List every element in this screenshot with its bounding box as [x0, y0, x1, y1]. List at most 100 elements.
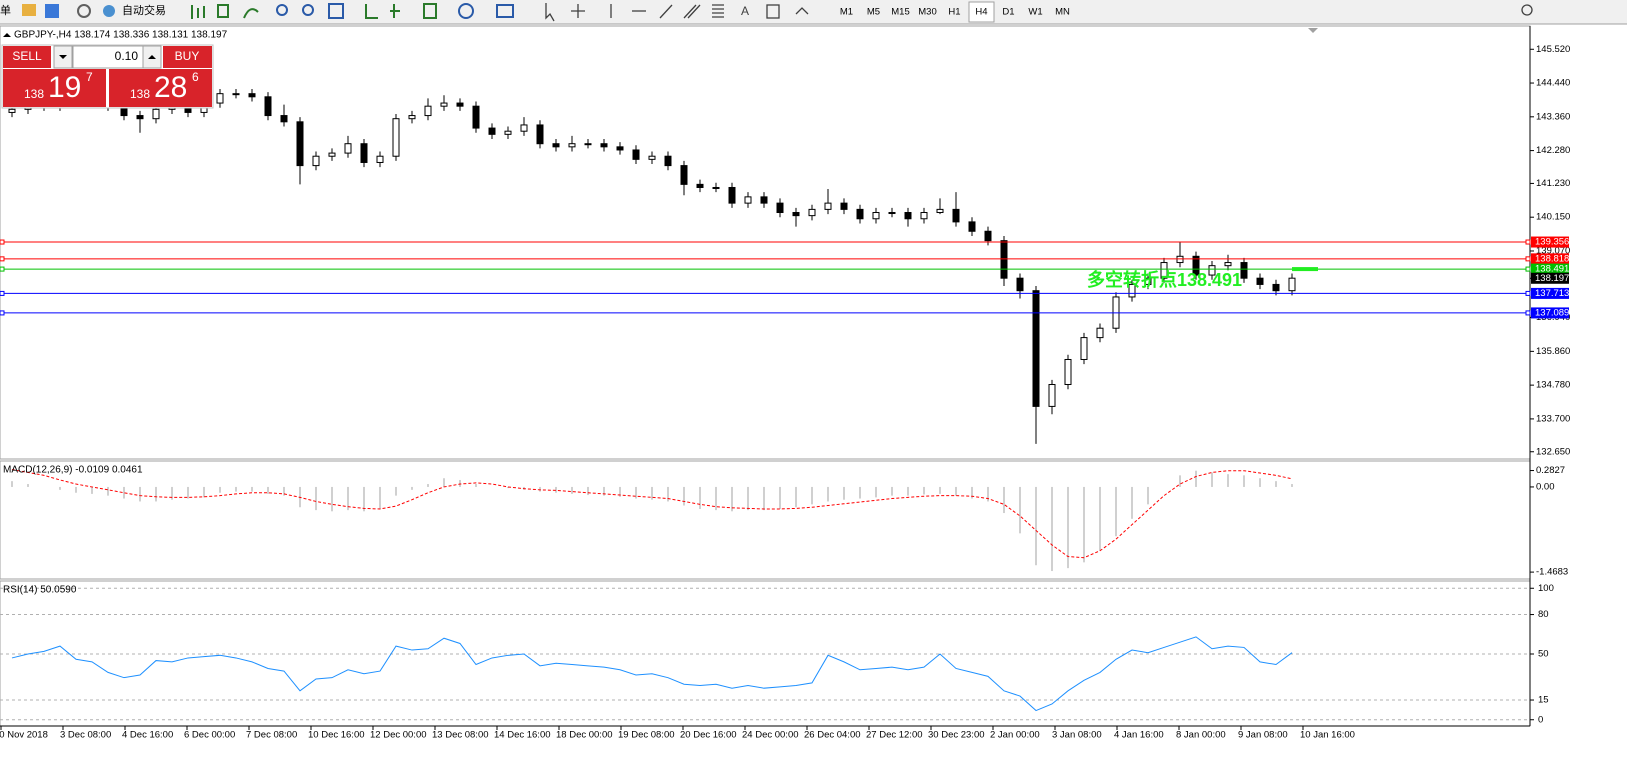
- level-handle[interactable]: [1525, 266, 1531, 272]
- x-tick-label: 4 Dec 16:00: [122, 730, 173, 741]
- icon[interactable]: [191, 5, 205, 19]
- trade-panel: SELL 0.10 BUY 138 19 7 138 28 6: [1, 44, 214, 109]
- icon[interactable]: [423, 3, 437, 19]
- level-handle[interactable]: [1525, 239, 1531, 245]
- timeframe-button[interactable]: M1: [840, 7, 853, 18]
- candle-body: [1064, 358, 1072, 386]
- y-tick-label: 0: [1538, 714, 1543, 725]
- ask-box[interactable]: [109, 69, 212, 107]
- icon[interactable]: [45, 4, 59, 18]
- timeframe-button[interactable]: M5: [867, 7, 880, 18]
- candle-body: [632, 149, 640, 160]
- candle-body: [280, 115, 288, 123]
- level-handle[interactable]: [0, 256, 5, 262]
- timeframe-button[interactable]: M15: [891, 7, 909, 18]
- icon[interactable]: [458, 3, 474, 19]
- timeframe-button[interactable]: W1: [1028, 7, 1042, 18]
- y-tick-label: 100: [1538, 583, 1554, 594]
- candle-body: [936, 208, 944, 214]
- icon[interactable]: [545, 3, 555, 22]
- candle-body: [296, 121, 304, 167]
- buy-label[interactable]: BUY: [175, 49, 200, 63]
- level-marker: [1292, 267, 1318, 272]
- candle-body: [760, 196, 768, 204]
- x-tick-label: 26 Dec 04:00: [804, 730, 861, 741]
- level-handle[interactable]: [0, 266, 5, 272]
- candle-body: [1048, 384, 1056, 407]
- icon[interactable]: [496, 4, 514, 18]
- icon[interactable]: [795, 7, 809, 15]
- icon[interactable]: [365, 4, 400, 19]
- timeframe-button[interactable]: H1: [948, 7, 960, 18]
- sell-button[interactable]: [3, 46, 51, 68]
- candle-body: [328, 152, 336, 157]
- candle-body: [392, 118, 400, 157]
- icon[interactable]: [77, 4, 91, 18]
- icon[interactable]: [571, 4, 585, 18]
- candle-body: [152, 108, 160, 120]
- candle-body: [232, 93, 240, 96]
- timeframe-button[interactable]: D1: [1002, 7, 1014, 18]
- candle-body: [904, 212, 912, 220]
- candle-body: [248, 93, 256, 98]
- y-tick-label: 144.440: [1536, 78, 1570, 89]
- level-price-box: [1531, 263, 1569, 275]
- level-price-label: 138.491: [1535, 264, 1569, 275]
- x-tick-label: 13 Dec 08:00: [432, 730, 489, 741]
- candle-body: [136, 115, 144, 120]
- lot-value[interactable]: 0.10: [115, 49, 139, 63]
- icon[interactable]: [103, 5, 115, 17]
- icon[interactable]: A: [741, 4, 749, 18]
- y-tick-label: 139.070: [1536, 245, 1570, 256]
- icon[interactable]: [328, 3, 344, 19]
- sell-label[interactable]: SELL: [12, 49, 42, 63]
- candle-body: [680, 165, 688, 185]
- timeframe-button[interactable]: H4: [975, 7, 987, 18]
- toolbar-item[interactable]: 单: [0, 4, 11, 17]
- buy-button[interactable]: [163, 46, 212, 68]
- level-handle[interactable]: [0, 290, 5, 296]
- candle-body: [1192, 255, 1200, 276]
- icon[interactable]: [217, 4, 229, 18]
- bid-box[interactable]: [3, 69, 106, 107]
- y-tick-label: 0.00: [1536, 481, 1555, 492]
- icon[interactable]: [712, 4, 724, 18]
- icon[interactable]: [276, 4, 288, 16]
- icon[interactable]: [22, 4, 36, 16]
- candle-body: [1016, 277, 1024, 292]
- candle-body: [408, 115, 416, 120]
- candle-body: [1272, 283, 1280, 292]
- timeframe-button[interactable]: MN: [1055, 7, 1070, 18]
- timeframe-button[interactable]: M30: [918, 7, 936, 18]
- icon[interactable]: [659, 4, 673, 19]
- timeframes: M1 M5 M15 M30 H1 H4 D1 W1 MN: [840, 1, 1070, 23]
- candle-body: [1128, 283, 1136, 298]
- icon[interactable]: [302, 4, 314, 16]
- level-handle[interactable]: [0, 310, 5, 316]
- x-tick-label: 7 Dec 08:00: [246, 730, 297, 741]
- icon[interactable]: [683, 4, 701, 19]
- x-tick-label: 10 Jan 16:00: [1300, 730, 1355, 741]
- toolbar-item[interactable]: 自动交易: [122, 3, 166, 17]
- shift-marker[interactable]: [1308, 28, 1318, 33]
- bid-mid: 19: [48, 71, 81, 104]
- candle-body: [1096, 327, 1104, 339]
- x-tick-label: 4 Jan 16:00: [1114, 730, 1164, 741]
- candle-body: [712, 186, 720, 189]
- icon[interactable]: [243, 8, 259, 19]
- icon[interactable]: [766, 4, 780, 19]
- icon[interactable]: [1521, 4, 1533, 16]
- header-arrow[interactable]: [3, 33, 11, 37]
- toolbar-icons: [191, 4, 259, 19]
- x-tick-label: 9 Jan 08:00: [1238, 730, 1288, 741]
- level-handle[interactable]: [1525, 290, 1531, 296]
- candle-body: [1080, 337, 1088, 360]
- level-handle[interactable]: [0, 239, 5, 245]
- x-tick-label: 30 Dec 23:00: [928, 730, 985, 741]
- level-price-box: [1531, 236, 1569, 248]
- y-tick-label: 140.150: [1536, 212, 1570, 223]
- candle-body: [744, 196, 752, 204]
- y-tick-label: 145.520: [1536, 44, 1570, 55]
- level-handle[interactable]: [1525, 310, 1531, 316]
- level-handle[interactable]: [1525, 256, 1531, 262]
